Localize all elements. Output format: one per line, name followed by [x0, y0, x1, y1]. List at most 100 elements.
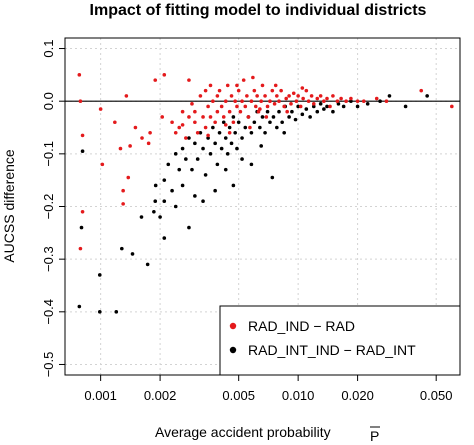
point-rad-int-ind — [219, 146, 224, 151]
point-rad-int-ind — [270, 175, 275, 180]
point-rad-int-ind — [227, 125, 232, 130]
point-rad-int-ind — [153, 183, 158, 188]
data-points — [77, 73, 454, 314]
point-rad-ind — [264, 115, 269, 119]
point-rad-int-ind — [318, 102, 323, 106]
point-rad-ind — [249, 99, 254, 103]
point-rad-ind — [243, 104, 248, 109]
point-rad-int-ind — [331, 109, 335, 114]
point-rad-ind — [223, 123, 228, 127]
point-rad-ind — [291, 91, 296, 96]
point-rad-int-ind — [287, 115, 291, 119]
x-axis-label-symbol: P — [370, 428, 379, 444]
point-rad-int-ind — [300, 112, 305, 117]
point-rad-ind — [201, 115, 205, 119]
point-rad-ind — [260, 83, 265, 88]
point-rad-ind — [180, 109, 185, 114]
point-rad-ind — [270, 88, 275, 93]
point-rad-int-ind — [341, 104, 346, 109]
x-tick-label: 0.002 — [144, 388, 177, 403]
point-rad-ind — [289, 102, 293, 106]
point-rad-int-ind — [233, 130, 237, 135]
point-rad-ind — [190, 102, 194, 106]
point-rad-ind — [229, 94, 234, 98]
point-rad-ind — [265, 104, 270, 109]
point-rad-int-ind — [208, 152, 213, 156]
point-rad-ind — [245, 94, 249, 98]
point-rad-int-ind — [217, 130, 222, 135]
point-rad-ind — [287, 94, 291, 98]
point-rad-int-ind — [304, 107, 309, 111]
point-rad-ind — [318, 94, 323, 98]
point-rad-int-ind — [355, 104, 360, 109]
point-rad-ind — [263, 94, 267, 98]
point-rad-ind — [80, 209, 85, 214]
point-rad-int-ind — [290, 109, 294, 114]
point-rad-ind — [328, 104, 332, 109]
point-rad-int-ind — [97, 310, 102, 314]
point-rad-ind — [309, 94, 314, 98]
point-rad-int-ind — [173, 152, 178, 156]
point-rad-int-ind — [215, 162, 220, 167]
point-rad-int-ind — [425, 94, 429, 98]
point-rad-int-ind — [240, 157, 244, 161]
point-rad-ind — [419, 88, 424, 93]
point-rad-ind — [279, 88, 283, 93]
point-rad-ind — [153, 78, 158, 82]
point-rad-int-ind — [177, 167, 182, 172]
point-rad-ind — [322, 99, 326, 103]
point-rad-ind — [259, 99, 263, 103]
point-rad-ind — [248, 125, 252, 130]
point-rad-int-ind — [195, 157, 200, 161]
point-rad-ind — [160, 115, 165, 119]
y-tick-label: −0.1 — [41, 141, 56, 167]
point-rad-int-ind — [97, 273, 102, 277]
point-rad-int-ind — [139, 215, 144, 219]
point-rad-int-ind — [252, 120, 257, 125]
x-tick-label: 0.050 — [420, 388, 453, 403]
point-rad-ind — [285, 109, 289, 114]
point-rad-ind — [128, 144, 132, 148]
point-rad-ind — [251, 75, 255, 80]
point-rad-int-ind — [311, 104, 316, 109]
point-rad-int-ind — [145, 262, 150, 267]
point-rad-int-ind — [225, 152, 230, 156]
point-rad-int-ind — [187, 225, 191, 230]
point-rad-int-ind — [275, 125, 279, 130]
point-rad-int-ind — [166, 162, 171, 167]
x-tick-label: 0.020 — [341, 388, 374, 403]
point-rad-int-ind — [387, 94, 392, 98]
point-rad-ind — [349, 96, 353, 101]
legend: RAD_IND − RAD RAD_INT_IND − RAD_INT — [219, 305, 461, 376]
x-axis-label-text: Average accident probability — [155, 424, 331, 440]
point-rad-int-ind — [193, 194, 197, 198]
point-rad-ind — [272, 102, 277, 106]
point-rad-int-ind — [120, 246, 124, 251]
point-rad-ind — [253, 104, 258, 109]
point-rad-int-ind — [325, 104, 329, 109]
point-rad-ind — [300, 86, 305, 90]
point-rad-int-ind — [258, 125, 262, 130]
point-rad-ind — [296, 94, 300, 98]
point-rad-ind — [298, 104, 303, 109]
point-rad-ind — [240, 99, 244, 103]
point-rad-ind — [301, 96, 305, 101]
point-rad-ind — [231, 120, 236, 125]
point-rad-int-ind — [130, 252, 135, 256]
point-rad-ind — [203, 88, 208, 93]
point-rad-ind — [221, 115, 226, 119]
point-rad-ind — [235, 104, 239, 109]
point-rad-ind — [361, 99, 366, 103]
point-rad-int-ind — [180, 146, 185, 151]
point-rad-int-ind — [259, 144, 263, 148]
point-rad-int-ind — [162, 199, 167, 204]
point-rad-ind — [80, 133, 85, 138]
point-rad-int-ind — [223, 167, 228, 172]
x-axis: 0.001 0.002 0.005 0.010 0.020 0.050 — [84, 375, 452, 403]
point-rad-ind — [193, 120, 197, 125]
point-rad-ind — [177, 125, 182, 130]
point-rad-int-ind — [265, 109, 270, 114]
point-rad-ind — [331, 94, 335, 98]
point-rad-ind — [223, 99, 228, 103]
point-rad-int-ind — [153, 199, 158, 204]
